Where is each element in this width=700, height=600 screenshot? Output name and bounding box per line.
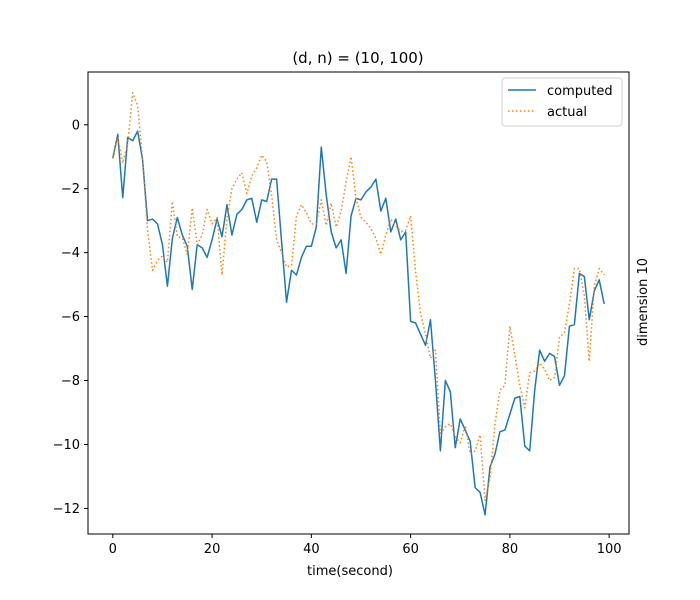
y-tick-label: −12 bbox=[53, 502, 80, 517]
legend-label-computed: computed bbox=[547, 84, 613, 99]
plot-area bbox=[112, 92, 605, 516]
x-tick-label: 80 bbox=[502, 542, 519, 557]
x-tick-label: 0 bbox=[109, 542, 117, 557]
plot-frame bbox=[87, 71, 630, 535]
x-tick-label: 60 bbox=[402, 542, 419, 557]
y-tick-label: −8 bbox=[61, 374, 80, 389]
legend-label-actual: actual bbox=[547, 105, 587, 120]
y-tick-label: −10 bbox=[53, 438, 80, 453]
x-tick-label: 100 bbox=[597, 542, 622, 557]
chart-title: (d, n) = (10, 100) bbox=[292, 49, 423, 67]
y-axis-label: dimension 10 bbox=[636, 258, 651, 346]
series-line-actual bbox=[112, 92, 605, 502]
x-axis-label: time(second) bbox=[307, 564, 393, 579]
x-tick-label: 40 bbox=[303, 542, 320, 557]
y-tick-label: −4 bbox=[61, 246, 80, 261]
x-tick-label: 20 bbox=[204, 542, 221, 557]
y-tick-label: −2 bbox=[61, 182, 80, 197]
y-axis: 0 −2 −4 −6 −8 −10 −12 bbox=[53, 118, 88, 517]
y-tick-label: 0 bbox=[72, 118, 80, 133]
y-tick-label: −6 bbox=[61, 310, 80, 325]
legend: computed actual bbox=[501, 77, 623, 127]
x-axis: 0 20 40 60 80 100 bbox=[109, 534, 622, 557]
series-line-computed bbox=[112, 130, 605, 516]
